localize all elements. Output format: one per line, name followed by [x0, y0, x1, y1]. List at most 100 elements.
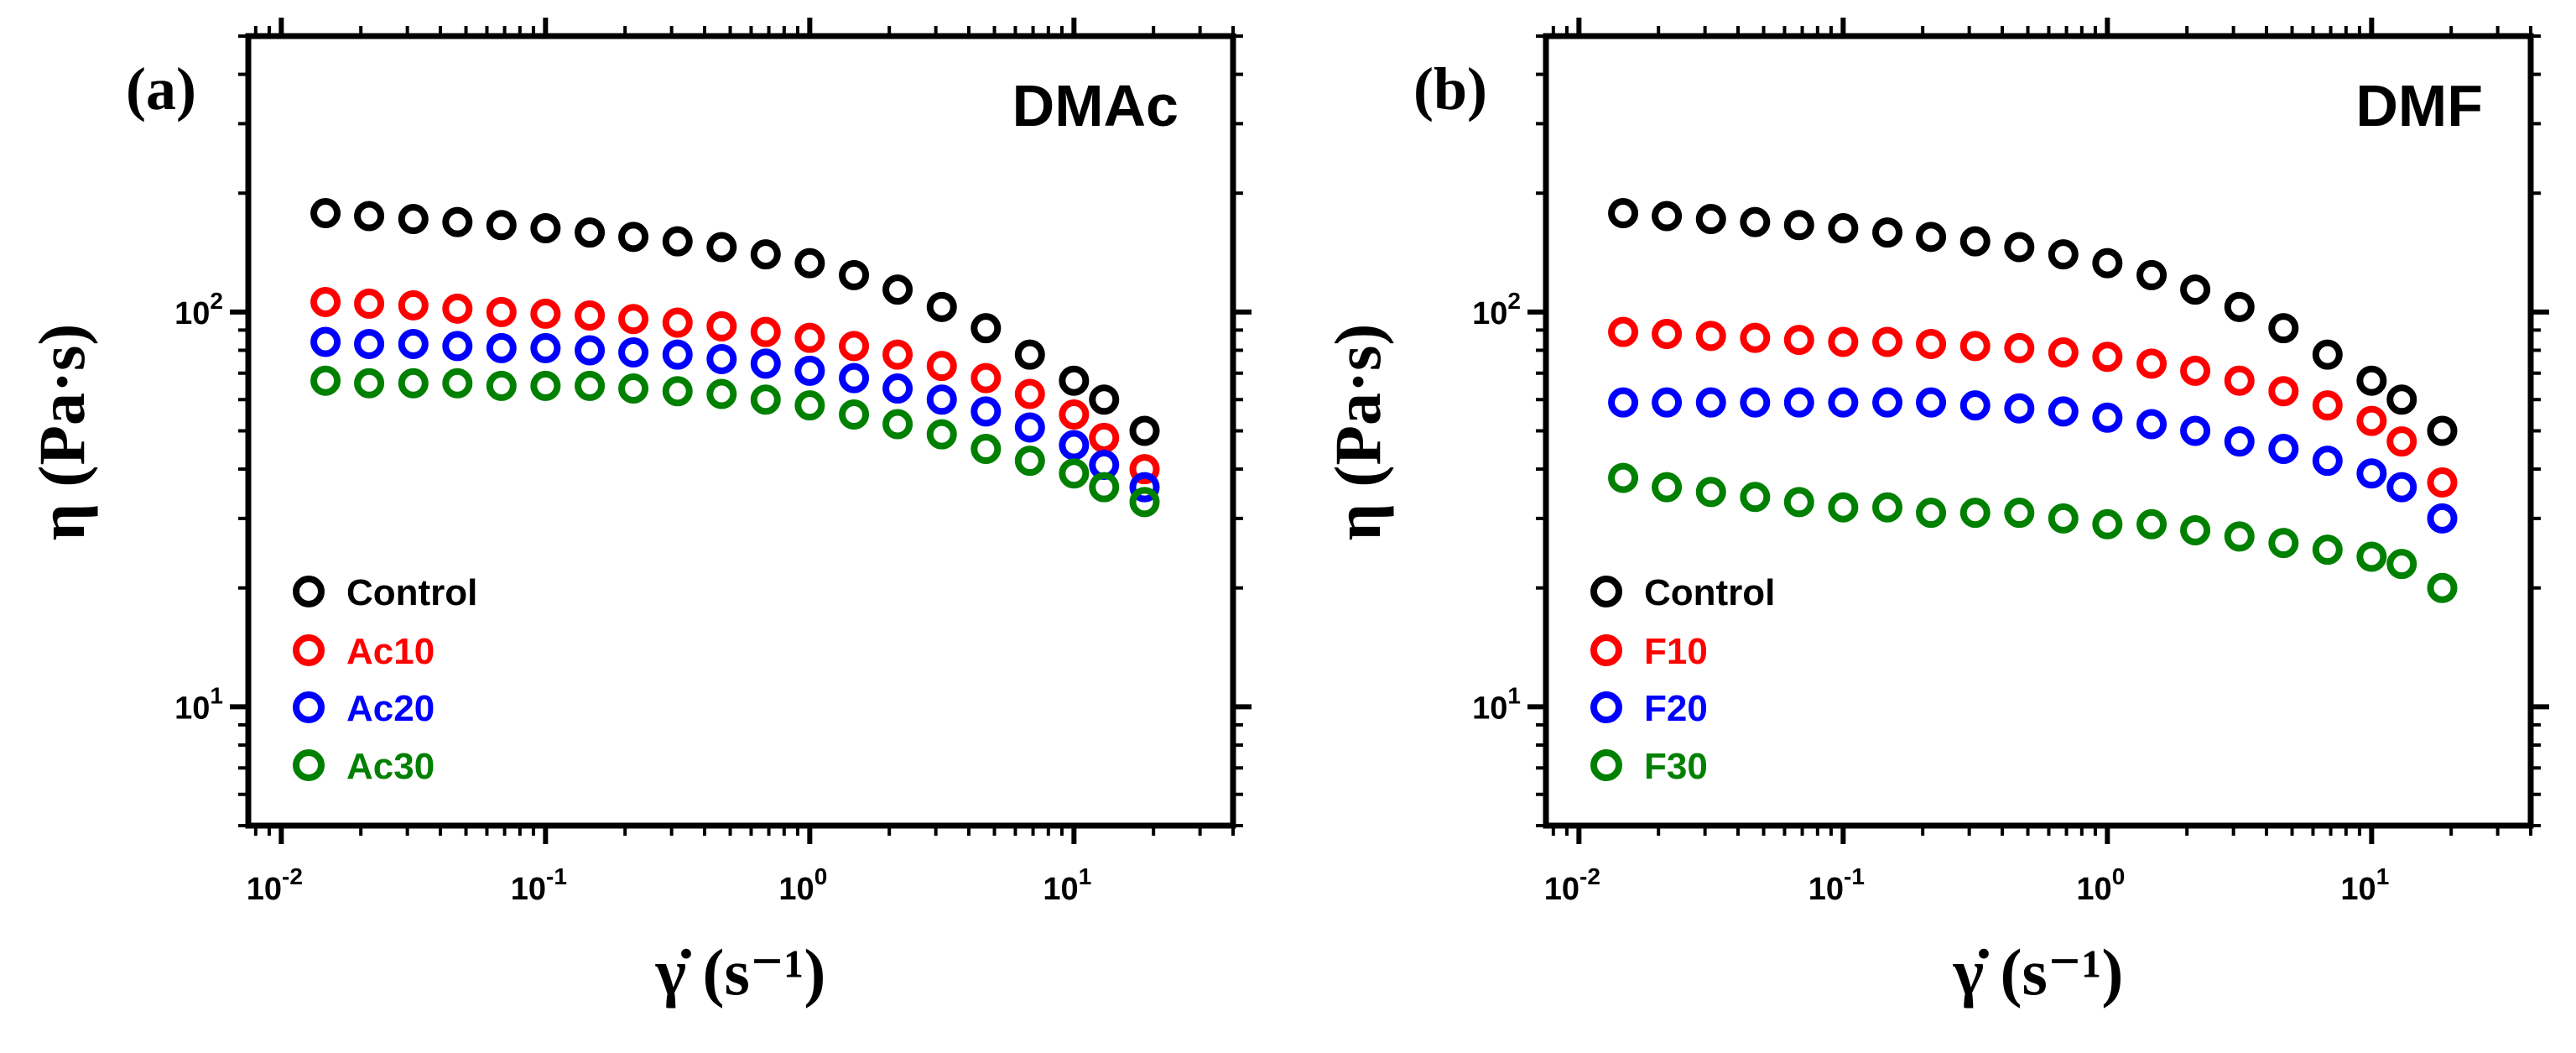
- x-tick-label-exponent: 1: [2376, 863, 2390, 889]
- x-tick-label-exponent: 0: [2112, 863, 2126, 889]
- y-tick-label: 102: [174, 288, 223, 331]
- y-tick-label-exponent: 2: [210, 288, 223, 314]
- y-tick-label-exponent: 1: [1507, 682, 1521, 708]
- data-point: [2004, 232, 2035, 263]
- y-tick-label-exponent: 2: [1507, 288, 1521, 314]
- x-tick-label: 10-1: [1808, 863, 1865, 907]
- data-point: [530, 298, 561, 329]
- x-tick-label-base: 10: [511, 872, 546, 907]
- legend-marker: [293, 749, 325, 781]
- x-tick-label-base: 10: [247, 872, 282, 907]
- data-point: [1695, 477, 1726, 508]
- data-point: [354, 288, 385, 319]
- data-point: [1608, 462, 1639, 493]
- data-point: [2136, 409, 2167, 440]
- data-point: [1872, 326, 1903, 357]
- data-point: [442, 331, 473, 362]
- data-point: [1129, 487, 1160, 518]
- data-point: [882, 409, 913, 440]
- data-point: [575, 300, 606, 331]
- data-point: [882, 274, 913, 305]
- data-point: [486, 296, 517, 327]
- data-point: [1652, 387, 1683, 418]
- data-point: [1916, 498, 1947, 529]
- data-point: [2004, 332, 2035, 363]
- data-point: [1014, 378, 1045, 409]
- data-point: [1828, 387, 1859, 418]
- data-point: [1695, 204, 1726, 235]
- data-point: [662, 307, 693, 338]
- series-f30: [1608, 462, 2458, 603]
- data-point: [530, 332, 561, 363]
- data-point: [2136, 508, 2167, 540]
- panel-label: (a): [126, 55, 196, 123]
- data-point: [2092, 402, 2123, 433]
- data-point: [1129, 454, 1160, 485]
- legend-label: F30: [1644, 746, 1708, 787]
- data-point: [882, 339, 913, 370]
- data-point: [2224, 291, 2255, 322]
- x-tick-label-exponent: -1: [1844, 863, 1865, 889]
- data-point: [706, 232, 737, 263]
- data-point: [882, 373, 913, 404]
- y-tick-label: 101: [174, 682, 223, 726]
- x-tick-label: 100: [778, 863, 827, 907]
- data-point: [354, 368, 385, 399]
- data-point: [1608, 198, 1639, 229]
- x-tick-label-exponent: -2: [282, 863, 303, 889]
- data-point: [2136, 259, 2167, 290]
- legend-marker: [1590, 576, 1622, 607]
- data-point: [2356, 365, 2387, 396]
- legend-label: Ac10: [346, 631, 435, 672]
- data-point: [2268, 313, 2299, 344]
- series-ac10: [310, 286, 1160, 485]
- data-point: [2092, 341, 2123, 373]
- data-point: [1783, 387, 1814, 418]
- data-point: [1959, 226, 1991, 257]
- x-axis-label: γ̇ (s⁻¹): [1953, 936, 2124, 1009]
- legend-marker: [1590, 634, 1622, 666]
- x-tick-label-base: 10: [2340, 872, 2376, 907]
- data-point: [2224, 426, 2255, 457]
- data-point: [2268, 528, 2299, 559]
- legend-marker: [293, 691, 325, 723]
- legend: Control Ac10 Ac20 Ac30: [293, 572, 477, 787]
- x-tick-label-base: 10: [2076, 872, 2111, 907]
- data-point: [2356, 541, 2387, 572]
- data-point: [1916, 387, 1947, 418]
- series-ac30: [310, 365, 1160, 518]
- series-control: [1608, 198, 2458, 446]
- data-point: [1828, 213, 1859, 244]
- data-point: [618, 222, 649, 253]
- data-point: [750, 316, 781, 347]
- series-ac20: [310, 326, 1160, 503]
- data-point: [442, 368, 473, 399]
- data-point: [706, 378, 737, 409]
- data-point: [662, 376, 693, 407]
- data-point: [1740, 387, 1771, 418]
- legend-label: F10: [1644, 631, 1708, 672]
- x-tick-label-base: 10: [1043, 872, 1078, 907]
- legend: Control F10 F20 F30: [1590, 572, 1775, 787]
- y-tick-label: 101: [1472, 682, 1521, 726]
- data-point: [794, 248, 825, 279]
- data-point: [2048, 396, 2079, 427]
- legend-label: Ac20: [346, 688, 435, 729]
- x-tick-label-exponent: 1: [1079, 863, 1092, 889]
- data-point: [750, 348, 781, 379]
- legend-marker: [1590, 691, 1622, 723]
- data-point: [971, 434, 1002, 465]
- x-tick-label-exponent: -1: [546, 863, 567, 889]
- data-point: [2136, 348, 2167, 379]
- data-point: [1740, 322, 1771, 353]
- y-tick-label-base: 10: [174, 296, 210, 331]
- data-point: [442, 293, 473, 324]
- data-point: [2386, 472, 2417, 503]
- data-point: [354, 328, 385, 359]
- data-point: [1695, 321, 1726, 352]
- data-point: [1089, 472, 1120, 503]
- chart-title: DMAc: [1012, 73, 1179, 138]
- data-point: [2427, 572, 2458, 603]
- y-axis-ticks: [230, 34, 1252, 827]
